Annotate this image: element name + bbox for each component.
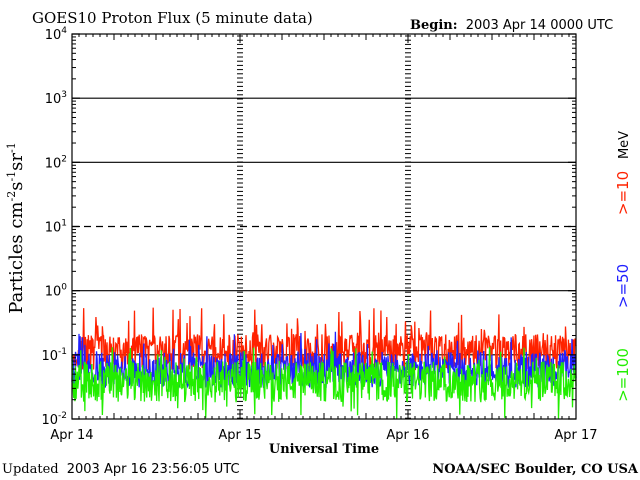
y-tick-label: 100 xyxy=(45,283,68,300)
y-tick-label: 102 xyxy=(45,154,67,171)
begin-label: Begin: xyxy=(410,18,458,33)
grid-lines xyxy=(72,97,576,356)
legend-series-10mev: >=10 xyxy=(614,171,632,215)
y-axis-label-s: s xyxy=(6,182,27,191)
source-credit: NOAA/SEC Boulder, CO USA xyxy=(432,462,639,477)
series-layer xyxy=(71,307,577,419)
y-tick-label: 10-1 xyxy=(41,347,67,364)
x-tick-label: Apr 14 xyxy=(50,428,93,443)
x-axis-label: Universal Time xyxy=(269,442,379,457)
y-axis-label-exp1: -2 xyxy=(5,191,18,202)
begin-timestamp: Begin: 2003 Apr 14 0000 UTC xyxy=(410,18,613,33)
x-tick-label: Apr 17 xyxy=(554,428,597,443)
plot-area xyxy=(71,33,577,420)
updated-label: Updated xyxy=(2,462,59,477)
y-axis-label-exp2: -1 xyxy=(5,171,18,182)
y-tick-label: 104 xyxy=(45,26,68,43)
updated-value: 2003 Apr 16 23:56:05 UTC xyxy=(67,462,240,477)
y-axis-label: Particles cm-2s-1sr-1 xyxy=(5,142,27,313)
legend: MeV >=10 >=50 >=100 xyxy=(614,131,632,402)
y-axis-label-sr: sr xyxy=(6,153,27,171)
y-axis-label-exp3: -1 xyxy=(5,142,18,153)
y-axis-label-main: Particles cm xyxy=(6,202,27,314)
y-tick-label: 10-2 xyxy=(41,411,67,428)
y-axis-ticks: 10-2 10-1 100 101 102 103 104 xyxy=(41,26,576,428)
y-tick-label: 103 xyxy=(45,90,67,107)
x-axis-ticks: Apr 14 Apr 15 Apr 16 Apr 17 xyxy=(50,34,598,443)
chart-title: GOES10 Proton Flux (5 minute data) xyxy=(32,9,313,27)
legend-series-100mev: >=100 xyxy=(614,348,632,402)
updated-timestamp: Updated 2003 Apr 16 23:56:05 UTC xyxy=(2,462,240,477)
begin-value: 2003 Apr 14 0000 UTC xyxy=(466,18,614,33)
x-tick-label: Apr 16 xyxy=(386,428,429,443)
y-tick-label: 101 xyxy=(45,219,67,236)
series-line-1 xyxy=(71,331,577,389)
legend-series-50mev: >=50 xyxy=(614,264,632,308)
x-tick-label: Apr 15 xyxy=(218,428,261,443)
legend-unit: MeV xyxy=(617,131,632,159)
series-line-2 xyxy=(71,347,577,419)
